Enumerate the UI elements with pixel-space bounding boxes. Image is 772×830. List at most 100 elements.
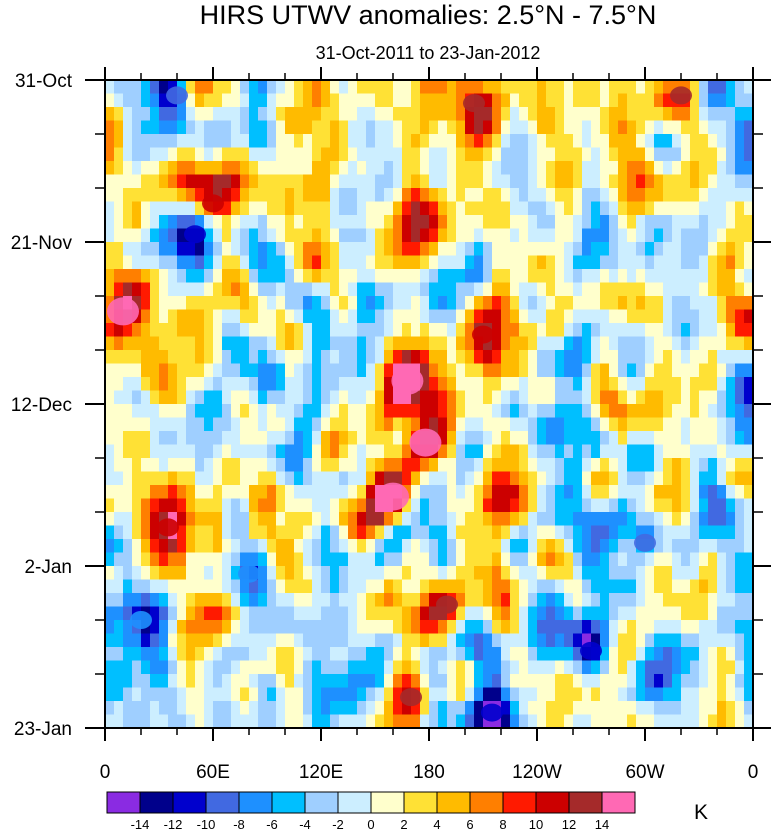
field-cell (123, 93, 133, 108)
field-cell (528, 390, 538, 405)
field-cell (114, 714, 124, 728)
field-cell (555, 566, 565, 581)
field-cell (582, 444, 592, 459)
field-cell (690, 471, 700, 486)
field-cell (204, 242, 214, 257)
field-cell (645, 417, 655, 432)
field-cell (492, 309, 502, 324)
colorbar-swatch (601, 791, 636, 814)
field-cell (375, 471, 385, 486)
field-cell (555, 309, 565, 324)
field-cell (141, 579, 151, 594)
field-cell (699, 174, 709, 189)
field-cell (681, 363, 691, 378)
field-cell (267, 552, 277, 567)
field-cell (438, 579, 448, 594)
field-cell (177, 255, 187, 270)
field-cell (339, 417, 349, 432)
field-cell (375, 134, 385, 149)
field-cell (357, 512, 367, 527)
field-cell (555, 404, 565, 419)
field-cell (555, 93, 565, 108)
field-cell (672, 134, 682, 149)
field-cell (735, 620, 745, 635)
field-cell (123, 188, 133, 203)
field-cell (150, 134, 160, 149)
field-cell (555, 687, 565, 702)
field-cell (357, 309, 367, 324)
field-cell (708, 471, 718, 486)
field-cell (537, 606, 547, 621)
field-cell (294, 174, 304, 189)
field-cell (402, 566, 412, 581)
field-cell (330, 444, 340, 459)
field-cell (582, 512, 592, 527)
field-cell (267, 323, 277, 338)
field-cell (537, 134, 547, 149)
field-cell (267, 525, 277, 540)
field-cell (393, 93, 403, 108)
field-cell (141, 255, 151, 270)
field-cell (123, 336, 133, 351)
field-cell (105, 647, 115, 662)
field-cell (609, 647, 619, 662)
field-cell (636, 188, 646, 203)
field-cell (249, 350, 259, 365)
field-cell (519, 201, 529, 216)
field-cell (195, 282, 205, 297)
field-cell (375, 228, 385, 243)
field-cell (393, 701, 403, 716)
field-cell (384, 431, 394, 446)
field-cell (717, 525, 727, 540)
field-cell (564, 674, 574, 689)
field-cell (591, 309, 601, 324)
field-cell (726, 363, 736, 378)
field-cell (276, 552, 286, 567)
field-cell (366, 93, 376, 108)
field-cell (339, 242, 349, 257)
field-cell (582, 579, 592, 594)
field-cell (573, 485, 583, 500)
y-tick-label: 21-Nov (11, 233, 73, 254)
field-cell (231, 350, 241, 365)
field-cell (555, 188, 565, 203)
field-cell (258, 80, 268, 95)
field-cell (672, 458, 682, 473)
field-cell (249, 552, 259, 567)
field-cell (645, 107, 655, 122)
field-cell (132, 498, 142, 513)
field-cell (204, 579, 214, 594)
field-cell (357, 444, 367, 459)
field-cell (699, 323, 709, 338)
field-cell (348, 147, 358, 162)
field-cell (717, 471, 727, 486)
field-cell (546, 228, 556, 243)
field-cell (465, 566, 475, 581)
field-cell (456, 296, 466, 311)
field-cell (438, 417, 448, 432)
field-cell (555, 633, 565, 648)
field-cell (249, 377, 259, 392)
field-cell (402, 188, 412, 203)
field-cell (555, 201, 565, 216)
field-cell (717, 620, 727, 635)
field-cell (519, 390, 529, 405)
field-cell (123, 404, 133, 419)
field-cell (447, 579, 457, 594)
field-cell (681, 714, 691, 728)
field-cell (321, 539, 331, 554)
field-cell (510, 377, 520, 392)
field-cell (141, 350, 151, 365)
field-cell (600, 404, 610, 419)
field-cell (168, 174, 178, 189)
field-cell (294, 593, 304, 608)
field-cell (240, 228, 250, 243)
field-cell (582, 201, 592, 216)
field-cell (168, 593, 178, 608)
field-cell (339, 620, 349, 635)
field-cell (582, 377, 592, 392)
field-cell (483, 647, 493, 662)
field-cell (159, 633, 169, 648)
field-cell (429, 201, 439, 216)
field-cell (267, 485, 277, 500)
